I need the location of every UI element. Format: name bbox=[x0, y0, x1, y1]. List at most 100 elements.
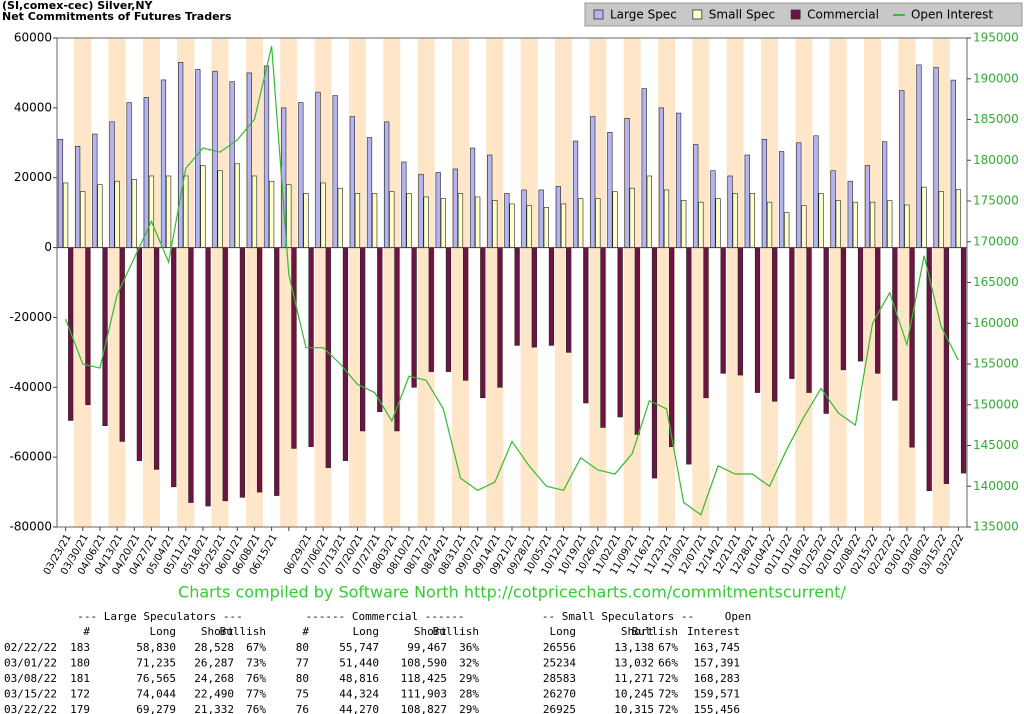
bar bbox=[372, 193, 378, 248]
bar bbox=[195, 69, 201, 248]
bar bbox=[646, 175, 652, 248]
table-cell: 28% bbox=[459, 688, 479, 701]
bar bbox=[92, 133, 98, 248]
bar bbox=[136, 247, 143, 461]
bar bbox=[411, 247, 417, 388]
table-cell: 28583 bbox=[543, 672, 576, 685]
bar bbox=[778, 151, 785, 248]
band-stripe bbox=[709, 38, 727, 527]
table-group-header: Open bbox=[725, 610, 752, 623]
bar bbox=[572, 140, 579, 248]
bar bbox=[143, 97, 149, 248]
y-tick-label: -40000 bbox=[9, 380, 52, 394]
table-cell: 76 bbox=[296, 703, 309, 714]
legend-box bbox=[584, 2, 1023, 27]
band-stripe bbox=[726, 38, 744, 527]
bar bbox=[435, 172, 441, 248]
bar bbox=[222, 247, 228, 502]
table-cell: 67% bbox=[658, 641, 678, 654]
legend-label: Open Interest bbox=[911, 8, 993, 22]
bar bbox=[342, 247, 349, 461]
bar bbox=[806, 247, 812, 393]
bar bbox=[239, 247, 246, 498]
bar bbox=[256, 247, 263, 493]
bar bbox=[148, 175, 155, 248]
bar bbox=[698, 201, 704, 248]
bar bbox=[548, 247, 555, 346]
table-cell: 26925 bbox=[543, 703, 576, 714]
bar bbox=[720, 247, 726, 374]
bar bbox=[62, 182, 69, 248]
y2-tick-label: 160000 bbox=[973, 316, 1019, 330]
table-column-header: Long bbox=[550, 625, 577, 638]
bar bbox=[590, 116, 596, 248]
bar bbox=[445, 247, 452, 372]
table-cell: 48,816 bbox=[339, 672, 379, 685]
table-cell: 80 bbox=[296, 641, 309, 654]
y-tick-label: 0 bbox=[44, 240, 52, 254]
table-cell: 24,268 bbox=[194, 672, 234, 685]
bar bbox=[354, 193, 361, 248]
table-cell: 72% bbox=[658, 703, 678, 714]
bar bbox=[840, 247, 846, 371]
band-stripe bbox=[520, 38, 538, 527]
y2-tick-label: 145000 bbox=[973, 438, 1019, 452]
bar bbox=[617, 247, 623, 418]
bar bbox=[864, 165, 871, 248]
table-cell: 26270 bbox=[543, 688, 576, 701]
table-cell: 03/01/22 bbox=[4, 657, 57, 670]
table-cell: 72% bbox=[658, 688, 678, 701]
table-cell: 55,747 bbox=[339, 641, 379, 654]
table-column-header: Short bbox=[414, 625, 447, 638]
bar bbox=[131, 179, 137, 248]
bar bbox=[497, 247, 503, 388]
bar bbox=[229, 81, 235, 248]
bar bbox=[492, 200, 498, 248]
bar bbox=[521, 189, 527, 248]
table-cell: 44,324 bbox=[339, 688, 379, 701]
table-cell: 51,440 bbox=[339, 657, 379, 670]
bar bbox=[153, 247, 160, 470]
legend-label: Commercial bbox=[807, 8, 879, 22]
bar bbox=[217, 170, 223, 248]
bar bbox=[337, 187, 343, 248]
bar bbox=[761, 138, 768, 248]
chart-title: (SI,comex-cec) Silver,NY bbox=[2, 0, 154, 12]
bar bbox=[97, 184, 103, 248]
bar bbox=[663, 189, 670, 248]
table-cell: 10,315 bbox=[614, 703, 654, 714]
bar bbox=[205, 247, 211, 507]
bar bbox=[727, 175, 733, 248]
table-cell: 10,245 bbox=[614, 688, 654, 701]
open-interest-line bbox=[65, 46, 959, 516]
bar bbox=[298, 102, 304, 248]
table-cell: 99,467 bbox=[407, 641, 447, 654]
y2-tick-label: 170000 bbox=[973, 234, 1019, 248]
bar bbox=[359, 247, 366, 432]
bar bbox=[526, 205, 532, 248]
bar bbox=[504, 193, 510, 248]
bar bbox=[469, 147, 476, 248]
legend-swatch bbox=[593, 9, 604, 20]
y2-tick-label: 185000 bbox=[973, 112, 1019, 126]
bar bbox=[165, 175, 172, 248]
bar bbox=[325, 247, 331, 468]
bar bbox=[933, 67, 939, 248]
band-stripe bbox=[503, 38, 521, 527]
y2-tick-label: 150000 bbox=[973, 397, 1019, 411]
bar bbox=[823, 247, 829, 414]
bar bbox=[830, 170, 836, 248]
bar bbox=[366, 137, 373, 248]
table-cell: 29% bbox=[459, 672, 479, 685]
bar bbox=[857, 247, 864, 362]
bar bbox=[801, 205, 807, 248]
bar bbox=[188, 247, 194, 503]
bar bbox=[538, 189, 544, 248]
table-cell: 159,571 bbox=[694, 688, 740, 701]
bar bbox=[320, 182, 326, 248]
table-cell: 13,032 bbox=[614, 657, 654, 670]
table-column-header: Bullish bbox=[433, 625, 479, 638]
table-cell: 22,490 bbox=[194, 688, 234, 701]
band-stripe bbox=[829, 38, 847, 527]
